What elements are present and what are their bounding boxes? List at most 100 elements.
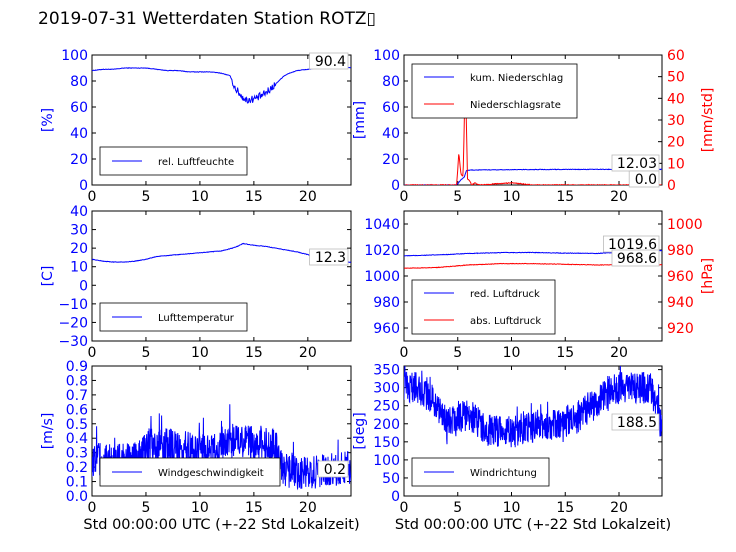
x-tick-label: 10 — [191, 500, 209, 516]
legend-entry: Lufttemperatur — [158, 313, 235, 324]
y-tick-label: 0 — [391, 489, 400, 505]
y-tick-label: 1000 — [364, 269, 400, 285]
series-line-windrichtung — [404, 366, 662, 448]
legend-box — [411, 63, 578, 119]
y-tick-label: −10 — [58, 297, 88, 313]
y-tick-label: 10 — [70, 260, 88, 276]
y-tick-label: 980 — [373, 295, 400, 311]
chart-panel-middle-left: 0 5 10 15 20 −30 −20 −10 0 10 20 30 40 [C] Lufttempera… — [40, 204, 352, 361]
y-tick-label: 0 — [391, 178, 400, 194]
y-tick-label: 20 — [382, 152, 400, 168]
y-tick-label: 20 — [70, 241, 88, 257]
y-tick-label: 80 — [382, 74, 400, 90]
value-annotation: 12.3 — [315, 250, 346, 266]
value-annotation: 0.2 — [324, 462, 346, 478]
y-tick-label: 0.3 — [66, 446, 88, 462]
legend-entry: rel. Luftfeuchte — [158, 157, 234, 168]
y-tick-label: 0.4 — [66, 431, 88, 447]
legend-entry: abs. Luftdruck — [470, 316, 541, 327]
x-tick-label: 0 — [400, 345, 409, 361]
y-axis-label: [mm] — [352, 101, 368, 139]
y-right-tick-label: 30 — [667, 113, 685, 129]
x-tick-label: 0 — [88, 189, 97, 205]
x-tick-label: 20 — [610, 345, 628, 361]
x-tick-label: 10 — [503, 500, 521, 516]
y-right-tick-label: 0 — [667, 178, 676, 194]
x-tick-label: 20 — [610, 189, 628, 205]
y-tick-label: 0.9 — [66, 359, 88, 375]
y-right-tick-label: 60 — [667, 48, 685, 64]
series-line-niederschlagsrate — [404, 78, 662, 185]
value-annotation-box — [611, 413, 660, 431]
x-tick-label: 5 — [141, 500, 150, 516]
chart-panel-bottom-left: 0 5 10 15 200.00.10.20.30.40.50.60.70.80.9[m… — [40, 359, 360, 533]
y-tick-label: 0 — [79, 278, 88, 294]
series-line-lufttemperatur — [92, 242, 351, 263]
value-annotation-box — [309, 52, 349, 70]
x-tick-label: 15 — [556, 189, 574, 205]
value-annotation-box — [309, 248, 349, 266]
y-tick-label: 0 — [79, 178, 88, 194]
value-annotation: 90.4 — [315, 54, 346, 70]
y-tick-label: 30 — [70, 223, 88, 239]
y-tick-label: 0.1 — [66, 475, 88, 491]
x-tick-label: 10 — [503, 345, 521, 361]
x-tick-label: 10 — [191, 189, 209, 205]
y-axis-label: [m/s] — [40, 413, 56, 450]
y-tick-label: 100 — [61, 48, 88, 64]
y-tick-label: −20 — [58, 315, 88, 331]
legend-entry: Niederschlagsrate — [470, 100, 561, 111]
x-tick-label: 20 — [610, 500, 628, 516]
x-tick-label: 20 — [299, 345, 317, 361]
y-tick-label: 250 — [373, 399, 400, 415]
legend-entry: kum. Niederschlag — [470, 73, 563, 84]
y-right-tick-label: 920 — [667, 321, 694, 337]
y-right-tick-label: 940 — [667, 295, 694, 311]
x-tick-label: 15 — [556, 345, 574, 361]
x-tick-label: 5 — [141, 189, 150, 205]
y-tick-label: 60 — [70, 100, 88, 116]
x-tick-label: 10 — [191, 345, 209, 361]
x-tick-label: 20 — [299, 189, 317, 205]
y-right-tick-label: 1000 — [667, 217, 703, 233]
x-tick-label: 5 — [141, 345, 150, 361]
y-tick-label: 960 — [373, 321, 400, 337]
y-tick-label: 100 — [373, 48, 400, 64]
legend-entry: red. Luftdruck — [470, 289, 540, 300]
x-axis-label: Std 00:00:00 UTC (+-22 Std Lokalzeit) — [83, 517, 359, 533]
y-tick-label: 0.7 — [66, 388, 88, 404]
y-tick-label: 60 — [382, 100, 400, 116]
y-tick-label: 0.0 — [66, 489, 88, 505]
chart-panel-middle-right: 0 5 10 15 20 960 980 1000 1020 1040 920 940 960 980 10… — [364, 210, 716, 361]
y-tick-label: 1040 — [364, 217, 400, 233]
value-annotation-box — [611, 249, 660, 267]
y-axis-label: [deg] — [352, 412, 368, 449]
x-tick-label: 15 — [245, 189, 263, 205]
y-tick-label: 1020 — [364, 243, 400, 259]
y-tick-label: 300 — [373, 381, 400, 397]
y-axis-label: [C] — [40, 266, 56, 287]
y-tick-label: 40 — [382, 126, 400, 142]
x-tick-label: 20 — [299, 500, 317, 516]
y-tick-label: 80 — [70, 74, 88, 90]
x-tick-label: 5 — [453, 500, 462, 516]
value-annotation: 12.03 — [617, 156, 657, 172]
y-tick-label: 350 — [373, 363, 400, 379]
x-tick-label: 15 — [245, 345, 263, 361]
y-tick-label: 40 — [70, 204, 88, 220]
value-annotation: 0.0 — [635, 172, 657, 188]
value-annotation: 968.6 — [617, 251, 657, 267]
page-title: 2019-07-31 Wetterdaten Station ROTZ▯ — [38, 9, 376, 29]
y-tick-label: 40 — [70, 126, 88, 142]
y-tick-label: 0.2 — [66, 460, 88, 476]
series-line-rel-luftfeuchte — [92, 66, 351, 104]
x-tick-label: 10 — [503, 189, 521, 205]
y-right-tick-label: 980 — [667, 243, 694, 259]
legend-entry: Windgeschwindigkeit — [158, 468, 264, 479]
y-axis-label: [%] — [40, 108, 56, 132]
y-right-tick-label: 50 — [667, 70, 685, 86]
x-tick-label: 0 — [400, 500, 409, 516]
legend-box — [411, 279, 556, 335]
x-tick-label: 0 — [400, 189, 409, 205]
